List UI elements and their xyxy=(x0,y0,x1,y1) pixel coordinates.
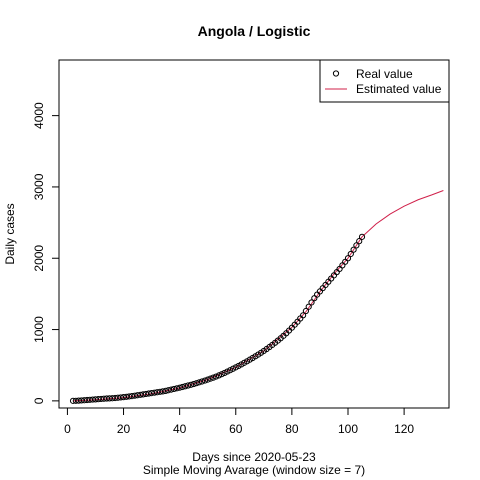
real-value-point xyxy=(137,391,144,398)
real-value-point xyxy=(159,388,166,395)
real-value-point xyxy=(356,238,363,245)
real-value-point xyxy=(350,246,357,253)
real-value-point xyxy=(213,373,220,380)
y-tick-label: 1000 xyxy=(32,316,46,343)
x-axis: 0 20 40 60 80 100 120 xyxy=(64,407,414,436)
y-tick-label: 2000 xyxy=(32,245,46,272)
real-value-point xyxy=(142,390,150,398)
legend-real-marker xyxy=(332,70,340,77)
real-value-point xyxy=(154,389,161,396)
real-value-point xyxy=(173,385,180,392)
chart-subtitle: Simple Moving Avarage (window size = 7) xyxy=(143,463,365,477)
real-value-point xyxy=(170,385,178,393)
real-value-point xyxy=(300,312,307,319)
x-tick-label: 0 xyxy=(64,422,71,436)
y-axis-title: Daily cases xyxy=(3,203,17,264)
estimated-value-line xyxy=(73,190,444,402)
y-axis: 0 1000 2000 3000 4000 xyxy=(32,102,60,404)
real-value-point xyxy=(358,233,366,240)
real-value-point xyxy=(131,392,138,399)
real-value-point xyxy=(196,379,203,386)
y-tick-label: 3000 xyxy=(32,173,46,200)
x-tick-label: 20 xyxy=(117,422,131,436)
real-value-point xyxy=(156,388,164,395)
legend-box xyxy=(319,59,450,103)
legend-real-label: Real value xyxy=(356,67,413,81)
real-value-point xyxy=(198,378,206,385)
real-value-point xyxy=(353,242,360,249)
x-tick-label: 100 xyxy=(338,422,358,436)
real-value-point xyxy=(176,384,183,391)
real-value-point xyxy=(344,255,352,262)
real-value-point xyxy=(140,391,147,398)
real-value-point xyxy=(201,377,208,384)
y-tick-label: 0 xyxy=(32,397,46,404)
real-value-point xyxy=(308,299,315,306)
real-value-point xyxy=(151,389,158,396)
real-value-point xyxy=(302,307,310,315)
real-value-point xyxy=(182,383,189,390)
x-axis-title: Days since 2020-05-23 xyxy=(192,450,316,464)
x-tick-label: 60 xyxy=(229,422,243,436)
estimated-series xyxy=(73,190,444,402)
real-value-point xyxy=(207,375,214,382)
chart-title: Angola / Logistic xyxy=(198,23,311,39)
real-value-point xyxy=(145,390,152,397)
real-value-point xyxy=(190,380,197,388)
real-value-point xyxy=(148,389,155,397)
real-value-point xyxy=(128,392,136,400)
real-value-point xyxy=(126,393,133,400)
real-value-point xyxy=(165,387,172,394)
legend-estimated-label: Estimated value xyxy=(356,82,442,96)
real-value-point xyxy=(184,382,192,389)
x-tick-label: 80 xyxy=(285,422,299,436)
real-value-point xyxy=(215,372,223,379)
real-value-point xyxy=(193,380,200,387)
real-value-point xyxy=(179,383,186,391)
real-series xyxy=(69,233,366,404)
legend: Real value Estimated value xyxy=(319,59,450,103)
real-value-point xyxy=(204,376,211,383)
real-value-point xyxy=(347,250,354,258)
real-value-point xyxy=(339,262,346,269)
real-value-point xyxy=(210,374,217,381)
real-value-point xyxy=(134,392,141,399)
x-tick-label: 40 xyxy=(173,422,187,436)
real-value-point xyxy=(168,386,175,393)
x-tick-label: 120 xyxy=(394,422,414,436)
real-value-point xyxy=(162,387,169,394)
real-value-point xyxy=(187,381,194,388)
y-tick-label: 4000 xyxy=(32,102,46,129)
real-value-point xyxy=(305,303,312,310)
